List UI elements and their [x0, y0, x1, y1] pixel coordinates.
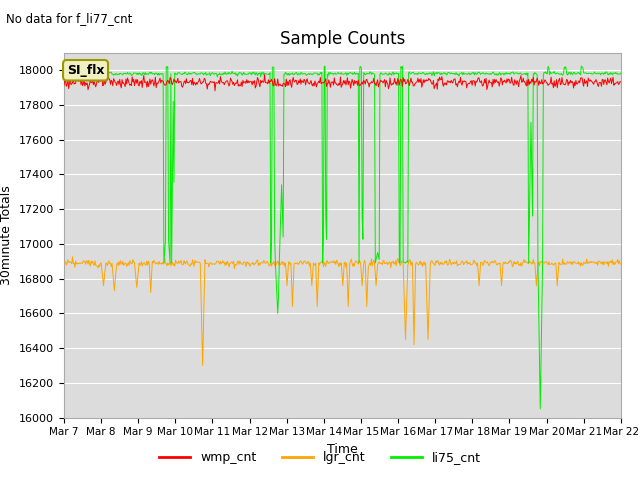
Y-axis label: 30minute Totals: 30minute Totals [1, 185, 13, 285]
Text: No data for f_li77_cnt: No data for f_li77_cnt [6, 12, 132, 25]
Title: Sample Counts: Sample Counts [280, 30, 405, 48]
Legend: wmp_cnt, lgr_cnt, li75_cnt: wmp_cnt, lgr_cnt, li75_cnt [154, 446, 486, 469]
Text: SI_flx: SI_flx [67, 64, 104, 77]
X-axis label: Time: Time [327, 443, 358, 456]
